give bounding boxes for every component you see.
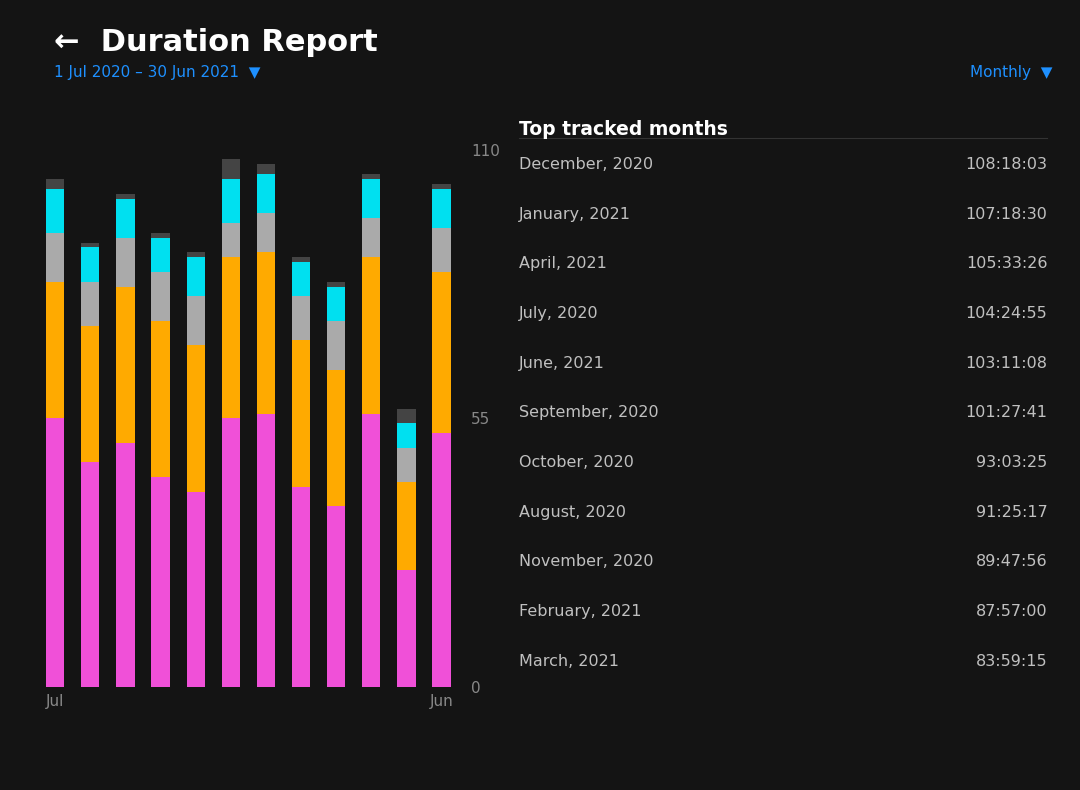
Bar (397, 423, 416, 448)
Bar (257, 164, 275, 174)
Bar (292, 296, 310, 340)
Text: 103:11:08: 103:11:08 (966, 356, 1048, 371)
Bar (221, 258, 240, 419)
Text: July, 2020: July, 2020 (518, 307, 598, 322)
Bar (327, 321, 346, 370)
Bar (81, 282, 99, 325)
Bar (327, 282, 346, 287)
Bar (81, 243, 99, 247)
Text: 108:18:03: 108:18:03 (966, 157, 1048, 172)
Bar (81, 462, 99, 687)
Bar (221, 223, 240, 258)
Text: March, 2021: March, 2021 (518, 654, 619, 669)
Bar (327, 370, 346, 506)
Bar (46, 419, 65, 687)
Bar (432, 184, 450, 189)
Bar (81, 325, 99, 462)
Bar (362, 218, 380, 258)
Bar (151, 272, 170, 321)
Text: 83:59:15: 83:59:15 (975, 654, 1048, 669)
Text: January, 2021: January, 2021 (518, 207, 631, 222)
Bar (257, 414, 275, 687)
Bar (151, 321, 170, 477)
Bar (397, 448, 416, 482)
Text: April, 2021: April, 2021 (518, 257, 607, 272)
Text: 89:47:56: 89:47:56 (975, 555, 1048, 570)
Text: 91:25:17: 91:25:17 (975, 505, 1048, 520)
Bar (257, 213, 275, 252)
Bar (117, 198, 135, 238)
Text: September, 2020: September, 2020 (518, 405, 658, 420)
Bar (221, 179, 240, 223)
Bar (257, 174, 275, 213)
Bar (187, 345, 205, 492)
Bar (292, 340, 310, 487)
Text: October, 2020: October, 2020 (518, 455, 634, 470)
Bar (117, 287, 135, 443)
Text: Monthly  ▼: Monthly ▼ (971, 65, 1053, 80)
Bar (46, 282, 65, 419)
Text: December, 2020: December, 2020 (518, 157, 652, 172)
Text: 104:24:55: 104:24:55 (966, 307, 1048, 322)
Bar (117, 443, 135, 687)
Bar (151, 477, 170, 687)
Bar (187, 492, 205, 687)
Bar (221, 419, 240, 687)
Bar (187, 258, 205, 296)
Bar (117, 238, 135, 287)
Text: 93:03:25: 93:03:25 (976, 455, 1048, 470)
Bar (362, 179, 380, 218)
Text: 101:27:41: 101:27:41 (966, 405, 1048, 420)
Bar (432, 272, 450, 433)
Bar (327, 287, 346, 321)
Text: November, 2020: November, 2020 (518, 555, 653, 570)
Bar (397, 570, 416, 687)
Bar (432, 189, 450, 228)
Text: June, 2021: June, 2021 (518, 356, 605, 371)
Text: ←  Duration Report: ← Duration Report (54, 28, 378, 57)
Bar (397, 482, 416, 570)
Text: 105:33:26: 105:33:26 (966, 257, 1048, 272)
Bar (117, 194, 135, 198)
Text: 87:57:00: 87:57:00 (975, 604, 1048, 619)
Text: Top tracked months: Top tracked months (518, 119, 728, 138)
Text: 1 Jul 2020 – 30 Jun 2021  ▼: 1 Jul 2020 – 30 Jun 2021 ▼ (54, 65, 260, 80)
Bar (151, 233, 170, 238)
Bar (187, 252, 205, 258)
Bar (292, 258, 310, 262)
Bar (81, 247, 99, 282)
Text: August, 2020: August, 2020 (518, 505, 625, 520)
Bar (46, 189, 65, 233)
Bar (327, 506, 346, 687)
Bar (257, 252, 275, 414)
Bar (187, 296, 205, 345)
Bar (432, 433, 450, 687)
Bar (397, 408, 416, 423)
Bar (46, 179, 65, 189)
Bar (151, 238, 170, 272)
Bar (221, 160, 240, 179)
Bar (432, 228, 450, 272)
Bar (362, 174, 380, 179)
Bar (362, 258, 380, 414)
Text: February, 2021: February, 2021 (518, 604, 642, 619)
Bar (362, 414, 380, 687)
Bar (46, 233, 65, 282)
Bar (292, 262, 310, 296)
Text: 107:18:30: 107:18:30 (966, 207, 1048, 222)
Bar (292, 487, 310, 687)
